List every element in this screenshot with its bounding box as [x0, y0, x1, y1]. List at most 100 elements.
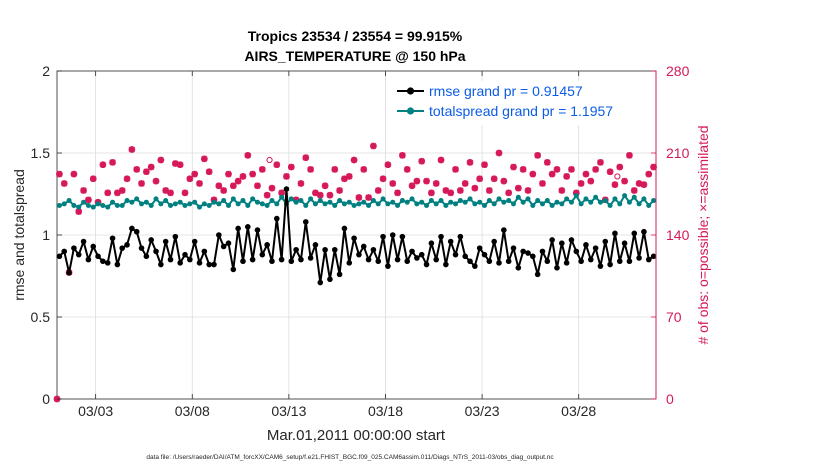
rmse-point	[187, 256, 193, 263]
spread-point	[211, 199, 217, 205]
obs-point	[418, 157, 426, 165]
obs-point	[239, 173, 247, 180]
obs-point	[230, 182, 237, 190]
spread-point	[482, 202, 488, 208]
obs-point	[582, 170, 590, 178]
spread-point	[158, 201, 164, 207]
rmse-point	[443, 261, 449, 268]
obs-point	[510, 163, 517, 171]
spread-point	[583, 196, 589, 202]
obs-point	[326, 191, 334, 199]
rmse-point	[563, 260, 570, 266]
spread-point	[110, 199, 116, 205]
obs-point	[611, 181, 619, 188]
obs-point	[196, 180, 203, 187]
rmse-point	[491, 238, 497, 245]
obs-point	[143, 168, 150, 176]
obs-point	[568, 166, 575, 173]
spread-point	[192, 199, 198, 205]
rmse-point	[322, 246, 328, 253]
rmse-point	[245, 224, 251, 230]
obs-point	[316, 191, 324, 199]
rmse-point	[85, 256, 92, 263]
spread-point	[612, 196, 618, 202]
obs-point	[307, 166, 314, 173]
spread-point	[61, 201, 67, 207]
spread-point	[337, 198, 343, 204]
obs-point	[336, 187, 343, 194]
spread-point	[279, 194, 285, 200]
rmse-point	[636, 255, 642, 261]
spread-point	[651, 198, 657, 204]
spread-point	[71, 202, 77, 208]
spread-point	[453, 201, 459, 207]
obs-point	[287, 163, 295, 171]
obs-point	[384, 161, 392, 169]
rmse-point	[597, 263, 604, 269]
rmse-point	[578, 258, 584, 265]
obs-point	[167, 189, 174, 197]
legend: rmse grand pr = 0.91457 totalspread gran…	[393, 81, 651, 125]
y-right-tick-label: 280	[666, 63, 690, 79]
spread-point	[467, 196, 473, 202]
obs-point	[259, 166, 266, 173]
obs-point	[201, 155, 208, 163]
rmse-point	[66, 269, 72, 276]
rmse-point	[56, 253, 63, 260]
y-right-tick-label: 140	[666, 227, 690, 243]
obs-point	[495, 149, 503, 157]
obs-point	[544, 159, 551, 166]
rmse-point	[452, 251, 459, 258]
spread-point	[501, 199, 507, 205]
rmse-point	[505, 258, 512, 265]
legend-spread-marker	[406, 107, 415, 115]
obs-point	[355, 194, 363, 201]
obs-point	[597, 159, 604, 166]
rmse-point	[583, 242, 589, 248]
spread-point	[308, 196, 314, 202]
rmse-point	[476, 245, 483, 251]
spread-point	[433, 201, 439, 207]
rmse-point	[525, 250, 531, 256]
rmse-point	[177, 260, 183, 266]
y-axis-left: 0 0.5 1 1.5 2	[31, 63, 62, 407]
obs-point	[283, 173, 290, 180]
rmse-point	[641, 228, 647, 235]
rmse-point	[312, 242, 319, 248]
rmse-point	[472, 263, 478, 269]
rmse-point	[423, 261, 430, 268]
rmse-point	[196, 260, 203, 266]
spread-point	[81, 199, 87, 205]
obs-point	[486, 187, 493, 194]
obs-point	[399, 152, 406, 159]
spread-point	[76, 204, 82, 210]
obs-point	[345, 173, 353, 180]
spread-point	[390, 199, 396, 205]
rmse-point	[283, 186, 290, 192]
obs-point	[515, 184, 522, 192]
obs-point	[234, 177, 242, 185]
x-tick-label: 03/18	[368, 403, 403, 419]
spread-point	[90, 204, 96, 210]
spread-point	[448, 199, 454, 205]
spread-point	[168, 202, 174, 208]
spread-point	[641, 196, 647, 202]
obs-point	[529, 170, 537, 178]
obs-point	[123, 175, 131, 183]
spread-point	[559, 201, 565, 207]
rmse-point	[486, 258, 493, 265]
rmse-point	[457, 233, 464, 240]
obs-point	[268, 184, 276, 192]
obs-point	[191, 170, 198, 178]
obs-point	[379, 175, 387, 183]
rmse-point	[114, 261, 121, 268]
spread-point	[312, 201, 318, 207]
legend-rmse-marker	[406, 87, 415, 95]
spread-point	[491, 201, 497, 207]
spread-point	[472, 201, 478, 207]
obs-point	[176, 161, 184, 169]
spread-point	[206, 202, 212, 208]
obs-possible-point	[266, 156, 273, 164]
obs-point	[152, 177, 160, 185]
y-right-tick-label: 70	[666, 309, 682, 325]
